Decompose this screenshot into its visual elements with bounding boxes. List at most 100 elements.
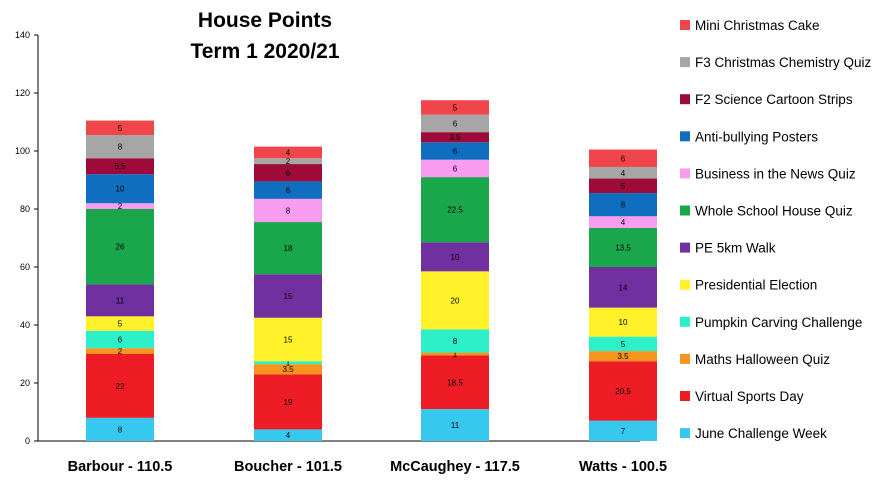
data-label: 10 [451,253,460,262]
legend-swatch [680,242,690,253]
bar-segment [254,164,322,182]
data-label: 8 [118,143,123,152]
data-label: 15 [284,336,293,345]
data-label: 6 [286,186,291,195]
bar-segment [86,330,154,349]
bar-segment [589,216,657,228]
bar-segment [421,100,489,115]
legend-label: F3 Christmas Chemistry Quiz [695,55,872,70]
data-label: 4 [286,148,291,157]
bar-segment [589,193,657,217]
legend-label: F2 Science Cartoon Strips [695,92,853,107]
bar-segment [589,227,657,267]
data-label: 2 [286,157,291,166]
y-tick-label: 100 [15,146,30,156]
x-tick-label: McCaughey - 117.5 [390,459,520,475]
data-label: 8 [286,206,291,215]
bar-segment [421,142,489,160]
data-label: 26 [116,243,125,252]
bar-segment [254,146,322,159]
legend-label: Business in the News Quiz [695,166,856,181]
bar-segment [86,203,154,209]
bar-segment [254,364,322,375]
bar-segment [254,158,322,165]
legend-swatch [680,168,690,179]
bar-segment [421,177,489,243]
bar-segment [589,149,657,167]
data-label: 4 [621,218,626,227]
bar-segment [421,132,489,143]
legend: Mini Christmas Cake F3 Christmas Chemistr… [680,18,872,441]
data-label: 5 [118,124,123,133]
x-tick-label: Watts - 100.5 [579,459,667,475]
legend-label: Presidential Election [695,278,817,293]
data-label: 2 [118,202,123,211]
bar-segment [254,361,322,365]
data-label: 22.5 [447,206,463,215]
y-tick-label: 120 [15,88,30,98]
data-label: 5 [621,182,626,191]
data-label: 10 [619,318,628,327]
legend-swatch [680,131,690,142]
bar-segment [254,374,322,430]
bar-segment [421,159,489,178]
x-axis-labels: Barbour - 110.5 Boucher - 101.5 McCaughey … [68,459,667,475]
bar-segment [589,420,657,441]
bar-segment [86,135,154,159]
legend-swatch [680,316,690,327]
x-tick-label: Barbour - 110.5 [68,459,173,475]
data-label: 8 [621,201,626,210]
bar-segment [254,429,322,441]
data-label: 5 [621,340,626,349]
y-tick-label: 20 [20,378,30,388]
bar-segment [589,336,657,352]
bar-segment [86,354,154,418]
data-label: 6 [118,336,123,345]
bar-segment [254,198,322,223]
bar-segment [589,361,657,421]
bar-segment [86,417,154,441]
legend-swatch [680,20,690,30]
data-label: 6 [286,169,291,178]
data-label: 14 [619,283,628,292]
bar-segment [86,158,154,175]
bar-segment [589,178,657,194]
data-label: 19 [284,398,293,407]
data-label: 15 [284,292,293,301]
bar-segment [86,348,154,354]
data-label: 1 [286,359,291,368]
data-label: 6 [453,164,458,173]
y-tick-label: 0 [25,436,30,446]
data-label: 3.5 [617,352,629,361]
bar-segment [86,316,154,331]
bar-segment [421,352,489,356]
data-label: 5 [118,320,123,329]
y-tick-label: 140 [15,30,30,40]
bar-segment [421,242,489,272]
legend-label: Virtual Sports Day [695,389,804,404]
y-tick-label: 60 [20,262,30,272]
data-label: 22 [116,382,125,391]
data-label: 6 [453,119,458,128]
legend-label: Mini Christmas Cake [695,18,820,33]
data-label: 11 [451,421,460,430]
bar-segment [589,166,657,179]
data-label: 20.5 [615,387,631,396]
bar-segment [254,181,322,199]
x-tick-label: Boucher - 101.5 [234,459,342,475]
y-axis-ticks: 0 20 40 60 80 100 120 140 [15,30,38,446]
bar-segment [86,209,154,285]
data-label: 5.5 [114,162,126,171]
data-label: 8 [453,337,458,346]
data-label: 10 [116,185,125,194]
bar-segment [254,317,322,362]
data-label: 18 [284,244,293,253]
bar-segment [86,120,154,136]
bar-segment [86,284,154,317]
legend-swatch [680,205,690,216]
legend-swatch [680,428,690,439]
bar-segment [421,355,489,410]
data-label: 5 [453,104,458,113]
data-label: 2 [118,347,123,356]
